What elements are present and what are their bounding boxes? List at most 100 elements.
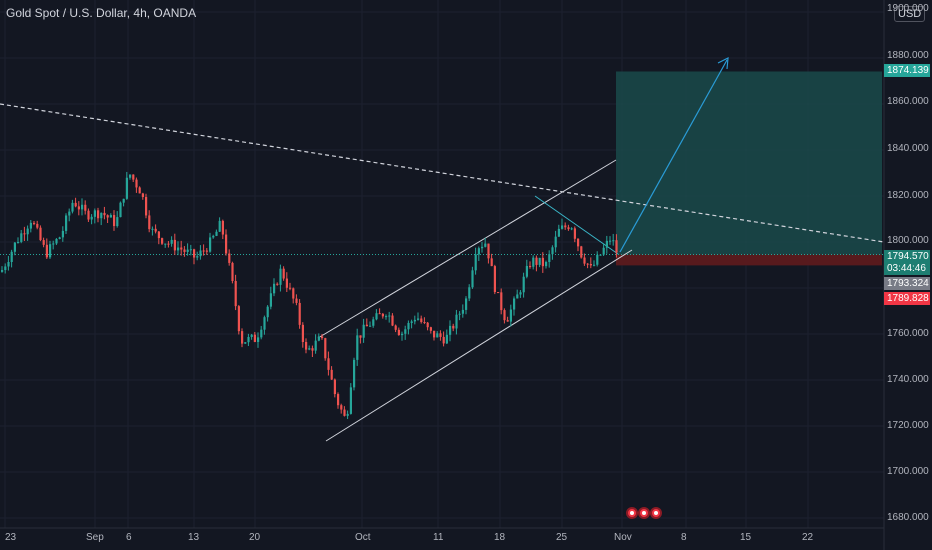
candle-body	[292, 288, 295, 299]
candle-body	[573, 228, 576, 239]
candle-body	[314, 340, 317, 351]
candle-body	[516, 294, 519, 299]
candle-body	[359, 335, 362, 338]
price-label: 1720.000	[887, 420, 929, 431]
flag-icon[interactable]	[638, 507, 650, 519]
candle-body	[349, 387, 352, 414]
time-label: 23	[5, 532, 17, 543]
candle-body	[109, 215, 112, 218]
candle-body	[180, 247, 183, 250]
candle-body	[445, 334, 448, 344]
candle-body	[343, 409, 346, 416]
candle-body	[404, 329, 407, 334]
time-label: 18	[494, 532, 506, 543]
candle-body	[145, 197, 148, 216]
candle-body	[426, 322, 429, 328]
candle-body	[369, 325, 372, 327]
channel-upper	[317, 159, 617, 339]
candle-body	[81, 204, 84, 210]
candle-body	[567, 227, 570, 230]
time-label: Sep	[86, 532, 104, 543]
candle-body	[228, 253, 231, 263]
candle-body	[116, 217, 119, 227]
candle-body	[564, 225, 567, 228]
candle-body	[503, 310, 506, 321]
candle-body	[74, 202, 77, 207]
candle-body	[71, 202, 74, 212]
currency-button[interactable]: USD	[894, 6, 926, 22]
stop-zone	[616, 254, 882, 266]
candle-body	[13, 242, 16, 252]
candle-body	[212, 235, 215, 238]
stop-price-tag: 1789.828	[884, 292, 930, 305]
candle-body	[87, 210, 90, 220]
current-price-tag: 1794.570	[884, 250, 930, 263]
candle-body	[93, 210, 96, 217]
candle-body	[52, 243, 55, 245]
candle-body	[519, 292, 522, 295]
flag-icon[interactable]	[626, 507, 638, 519]
time-label: 13	[188, 532, 200, 543]
symbol-title[interactable]: Gold Spot / U.S. Dollar, 4h, OANDA	[6, 6, 197, 20]
price-label: 1800.000	[887, 235, 929, 246]
candle-body	[241, 331, 244, 344]
candle-body	[308, 348, 311, 350]
candle-body	[452, 325, 455, 329]
candle-body	[77, 206, 80, 210]
candle-body	[276, 283, 279, 285]
candle-body	[218, 220, 221, 232]
candle-body	[401, 333, 404, 336]
price-label: 1700.000	[887, 466, 929, 477]
candle-body	[541, 257, 544, 267]
candle-body	[237, 306, 240, 332]
price-label: 1740.000	[887, 374, 929, 385]
candle-body	[183, 249, 186, 252]
candle-body	[589, 264, 592, 266]
candle-body	[490, 258, 493, 267]
candle-body	[273, 283, 276, 294]
candle-body	[593, 264, 596, 266]
candle-body	[554, 236, 557, 248]
price-label: 1880.000	[887, 50, 929, 61]
candle-body	[295, 298, 298, 303]
candle-body	[535, 257, 538, 265]
candle-body	[311, 348, 314, 351]
candle-body	[285, 278, 288, 288]
price-label: 1840.000	[887, 143, 929, 154]
flag-icon[interactable]	[650, 507, 662, 519]
candle-body	[301, 324, 304, 343]
candle-body	[545, 262, 548, 267]
candle-body	[385, 316, 388, 318]
candle-body	[407, 322, 410, 330]
candle-body	[129, 174, 132, 178]
candle-body	[244, 342, 247, 344]
time-label: 22	[802, 532, 814, 543]
candle-body	[61, 230, 64, 238]
candle-body	[177, 247, 180, 251]
candle-body	[365, 324, 368, 327]
candle-body	[90, 216, 93, 220]
candle-body	[423, 322, 426, 324]
candle-body	[356, 335, 359, 360]
candle-body	[26, 228, 29, 235]
candle-body	[199, 250, 202, 257]
candle-body	[305, 342, 308, 350]
candle-body	[394, 325, 397, 330]
candle-body	[340, 405, 343, 410]
candle-body	[465, 298, 468, 310]
candle-body	[225, 234, 228, 254]
candle-body	[557, 228, 560, 237]
candle-body	[202, 250, 205, 252]
candle-body	[493, 266, 496, 293]
candle-body	[282, 268, 285, 279]
candle-body	[4, 266, 7, 271]
candle-body	[161, 238, 164, 244]
candle-body	[17, 241, 20, 243]
candle-body	[561, 225, 564, 229]
candle-body	[330, 369, 333, 380]
candle-body	[522, 276, 525, 293]
candle-body	[583, 257, 586, 264]
candle-body	[509, 309, 512, 322]
